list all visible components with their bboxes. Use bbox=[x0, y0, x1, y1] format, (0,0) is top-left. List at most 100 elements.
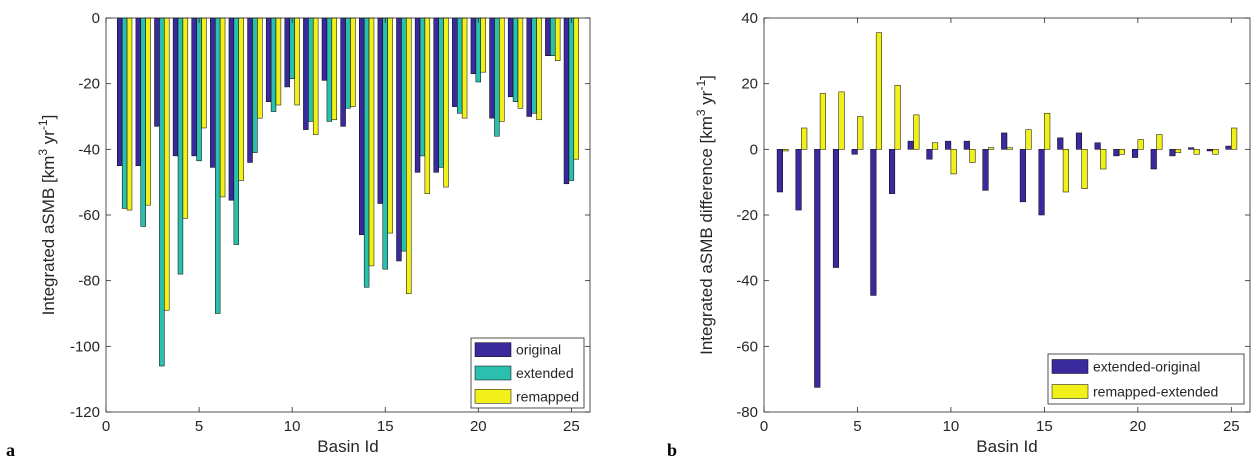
bar-extended-13 bbox=[345, 17, 351, 109]
x-tick-label: 25 bbox=[1223, 418, 1240, 435]
legend-swatch-remapped-extended bbox=[1051, 384, 1089, 399]
y-tick-label: -40 bbox=[736, 273, 758, 290]
bar-original-19 bbox=[452, 17, 458, 107]
y-tick-label: -120 bbox=[70, 404, 100, 421]
bar-original-12 bbox=[321, 17, 328, 81]
bar-remapped-1 bbox=[126, 17, 133, 211]
bar-remapped-extended-20 bbox=[1137, 139, 1144, 150]
x-tick-label: 25 bbox=[563, 418, 580, 435]
bar-original-13 bbox=[340, 17, 346, 127]
bar-remapped-24 bbox=[554, 17, 561, 61]
bar-extended-18 bbox=[438, 17, 444, 168]
bar-remapped-2 bbox=[145, 17, 151, 206]
y-axis-label: Integrated aSMB difference [km3 yr-1] bbox=[694, 75, 716, 355]
bar-remapped-14 bbox=[368, 17, 375, 267]
bar-extended-original-10 bbox=[945, 140, 952, 150]
bar-extended-1 bbox=[121, 17, 128, 209]
bar-remapped-20 bbox=[480, 17, 486, 73]
bar-remapped-extended-23 bbox=[1193, 149, 1200, 155]
bar-extended-original-23 bbox=[1188, 147, 1195, 150]
bar-extended-original-22 bbox=[1169, 149, 1176, 157]
bar-original-23 bbox=[526, 17, 532, 117]
bar-remapped-extended-15 bbox=[1044, 112, 1051, 150]
bar-original-8 bbox=[247, 17, 253, 163]
y-tick-label: -60 bbox=[78, 207, 100, 224]
bar-original-22 bbox=[507, 17, 514, 98]
bar-remapped-extended-14 bbox=[1025, 129, 1032, 150]
bar-original-18 bbox=[433, 17, 439, 173]
x-axis-label: Basin Id bbox=[317, 437, 378, 456]
bar-remapped-19 bbox=[461, 17, 468, 119]
bar-remapped-extended-17 bbox=[1081, 149, 1088, 189]
legend: original extended remapped bbox=[470, 337, 585, 409]
bar-extended-original-13 bbox=[1001, 132, 1008, 150]
bar-original-6 bbox=[210, 17, 216, 168]
bar-extended-original-12 bbox=[982, 149, 989, 191]
y-axis-label: Integrated aSMB [km3 yr-1] bbox=[36, 115, 58, 316]
bar-remapped-4 bbox=[182, 17, 189, 219]
bar-extended-original-25 bbox=[1225, 145, 1232, 150]
bar-remapped-extended-19 bbox=[1118, 149, 1126, 155]
bar-original-11 bbox=[303, 17, 309, 130]
bar-extended-17 bbox=[419, 17, 426, 157]
bar-extended-original-16 bbox=[1057, 137, 1064, 150]
bar-remapped-25 bbox=[573, 17, 579, 160]
bar-extended-11 bbox=[308, 17, 314, 122]
bar-remapped-23 bbox=[536, 17, 542, 121]
bar-remapped-extended-24 bbox=[1212, 149, 1219, 155]
bar-original-16 bbox=[396, 17, 402, 262]
x-tick-label: 10 bbox=[943, 418, 960, 435]
bar-remapped-12 bbox=[331, 17, 337, 121]
bar-original-7 bbox=[228, 17, 235, 201]
legend-swatch-remapped bbox=[474, 389, 512, 404]
bar-remapped-22 bbox=[517, 17, 524, 109]
legend-label-original: original bbox=[516, 342, 561, 358]
bar-original-10 bbox=[284, 17, 290, 88]
x-tick-label: 0 bbox=[102, 418, 110, 435]
bar-extended-4 bbox=[177, 17, 184, 275]
bar-remapped-extended-12 bbox=[988, 147, 995, 150]
bar-extended-original-20 bbox=[1132, 149, 1139, 158]
x-tick-label: 15 bbox=[1036, 418, 1053, 435]
bar-extended-original-8 bbox=[907, 140, 914, 150]
bar-extended-original-3 bbox=[814, 149, 821, 388]
x-tick-label: 5 bbox=[853, 418, 861, 435]
bar-extended-original-5 bbox=[851, 149, 858, 155]
x-tick-label: 20 bbox=[1130, 418, 1147, 435]
series-extended-original bbox=[776, 132, 1232, 388]
legend-swatch-extended-original bbox=[1051, 359, 1089, 374]
bar-original-20 bbox=[470, 17, 477, 75]
bar-original-21 bbox=[489, 17, 495, 119]
bar-original-9 bbox=[265, 17, 272, 102]
x-axis-label: Basin Id bbox=[976, 437, 1037, 456]
bar-extended-23 bbox=[531, 17, 537, 114]
legend: extended-original remapped-extended bbox=[1047, 353, 1245, 405]
bar-extended-24 bbox=[550, 17, 556, 57]
bar-remapped-17 bbox=[424, 17, 431, 194]
bar-extended-19 bbox=[456, 17, 463, 114]
bar-remapped-extended-9 bbox=[931, 142, 939, 150]
bar-extended-14 bbox=[363, 17, 370, 288]
bar-extended-5 bbox=[196, 17, 202, 162]
bar-remapped-5 bbox=[201, 17, 207, 129]
bar-original-25 bbox=[563, 17, 570, 185]
bar-extended-25 bbox=[568, 17, 575, 181]
bar-remapped-extended-2 bbox=[801, 127, 808, 150]
bar-extended-21 bbox=[494, 17, 500, 137]
bar-extended-original-2 bbox=[795, 149, 802, 211]
bar-remapped-extended-25 bbox=[1231, 127, 1238, 150]
bar-extended-original-11 bbox=[963, 140, 970, 150]
bar-remapped-extended-1 bbox=[782, 149, 789, 152]
bar-extended-6 bbox=[214, 17, 221, 314]
y-tick-label: -20 bbox=[78, 76, 100, 93]
panel-b-chart: 0 5 10 15 20 25 -80 -60 -40 -20 0 20 40 Basin Id Integ… bbox=[694, 10, 1251, 456]
x-tick-label: 5 bbox=[195, 418, 203, 435]
bar-remapped-extended-5 bbox=[857, 116, 864, 150]
bar-remapped-13 bbox=[350, 17, 356, 107]
bar-remapped-18 bbox=[443, 17, 449, 188]
bar-remapped-7 bbox=[238, 17, 244, 181]
y-tick-label: -20 bbox=[736, 207, 758, 224]
bar-extended-original-19 bbox=[1113, 149, 1120, 157]
bar-remapped-extended-7 bbox=[894, 85, 901, 150]
bar-remapped-15 bbox=[387, 17, 393, 234]
